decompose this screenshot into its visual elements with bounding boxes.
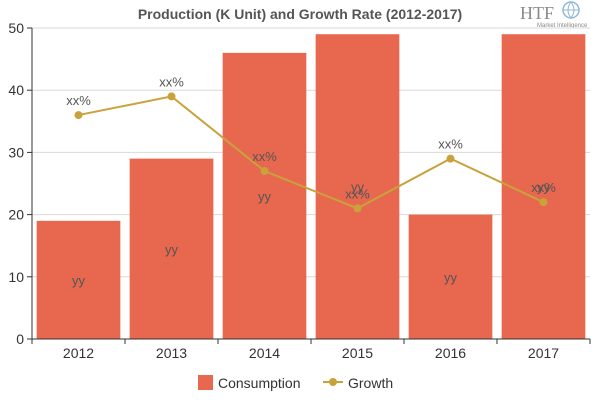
y-tick-label: 10 [8, 269, 24, 285]
growth-point-label: xx% [438, 137, 463, 152]
y-tick-label: 50 [8, 20, 24, 36]
bars [36, 34, 586, 339]
consumption-bar-label: yy [165, 242, 179, 257]
consumption-bar [222, 52, 307, 339]
x-tick-label: 2013 [156, 345, 187, 361]
logo-main-text: HTF [520, 3, 554, 23]
chart-title: Production (K Unit) and Growth Rate (201… [138, 6, 462, 22]
y-tick-label: 0 [16, 331, 24, 347]
legend-label-consumption: Consumption [218, 375, 301, 391]
growth-point [167, 92, 176, 101]
growth-point-label: xx% [66, 93, 91, 108]
legend: Consumption Growth [198, 375, 393, 391]
x-tick-label: 2016 [435, 345, 466, 361]
growth-line: xx% xx% xx% xx% xx% xx% [66, 74, 556, 213]
logo-sub-text: Market Intelligence [537, 23, 588, 29]
consumption-bar-label: yy [444, 270, 458, 285]
consumption-bar-label: yy [258, 189, 272, 204]
htf-logo: HTF Market Intelligence [520, 1, 588, 29]
legend-swatch-consumption [198, 375, 213, 390]
y-tick-label: 40 [8, 82, 24, 98]
x-tick-label: 2012 [63, 345, 94, 361]
logo-globe-meridian [563, 1, 579, 19]
consumption-bar [315, 34, 400, 339]
growth-point [353, 204, 362, 213]
x-tick-label: 2017 [528, 345, 559, 361]
gridlines [32, 27, 590, 278]
growth-series-line [78, 95, 544, 210]
consumption-bar-label: yy [72, 273, 86, 288]
growth-point-label: xx% [531, 180, 556, 195]
growth-point [446, 154, 455, 163]
y-tick-label: 20 [8, 207, 24, 223]
growth-point-label: xx% [252, 149, 277, 164]
growth-point [260, 167, 269, 176]
growth-point [74, 111, 83, 120]
consumption-bar-label: yy [537, 180, 551, 195]
growth-point [539, 198, 548, 207]
consumption-bar [36, 220, 121, 339]
axes: 0 10 20 30 40 50 2012 2013 2014 2015 2016 2017 [8, 20, 591, 361]
consumption-bar [501, 34, 586, 339]
consumption-bar-label: yy [351, 180, 365, 195]
consumption-bar [129, 158, 214, 339]
legend-swatch-growth-marker [329, 378, 337, 386]
y-tick-label: 30 [8, 144, 24, 160]
x-tick-label: 2014 [249, 345, 280, 361]
consumption-bar [408, 214, 493, 339]
growth-point-label: xx% [159, 74, 184, 89]
x-tick-label: 2015 [342, 345, 373, 361]
bar-labels: yy yy yy yy yy yy [72, 180, 551, 288]
growth-point-label: xx% [345, 186, 370, 201]
legend-label-growth: Growth [348, 375, 393, 391]
